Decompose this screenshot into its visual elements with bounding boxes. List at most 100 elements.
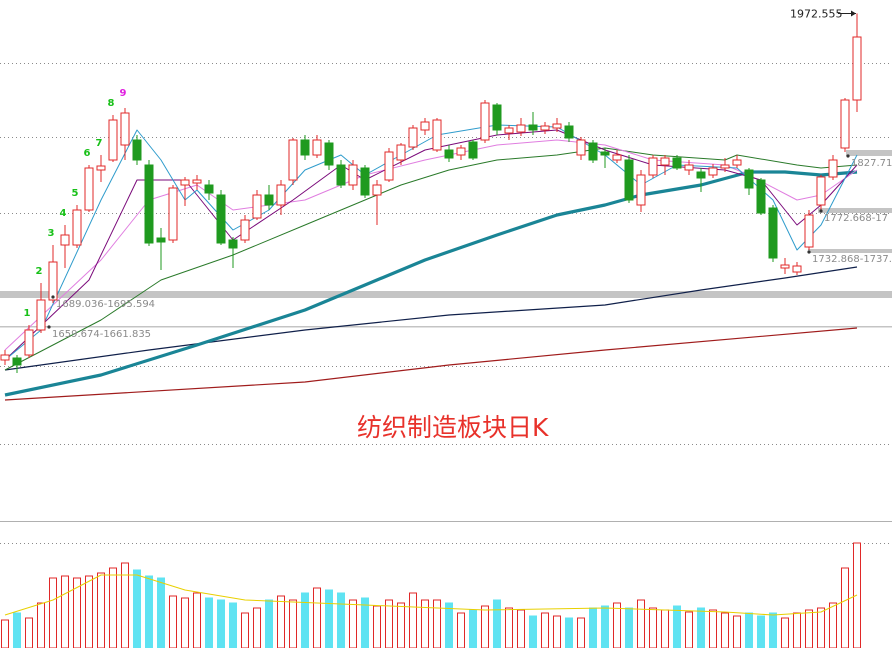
volume-bar [13, 612, 22, 648]
sequence-label: 6 [84, 148, 91, 159]
candle-body [528, 124, 538, 131]
candle-body [300, 139, 310, 156]
volume-bar [205, 597, 214, 648]
volume-bar [73, 577, 82, 648]
candle-body [636, 174, 646, 206]
candle-body [612, 154, 622, 161]
candle-body [96, 165, 106, 171]
candle-body [552, 123, 562, 129]
candle-body [48, 261, 58, 301]
volume-bar [229, 602, 238, 648]
candle-body [240, 219, 250, 241]
volume-bar [1, 619, 10, 648]
candle-body [24, 329, 34, 356]
level-band [0, 326, 892, 328]
candle-body [360, 167, 370, 196]
volume-bar [289, 599, 298, 648]
candle-body [624, 159, 634, 201]
volume-bar [840, 567, 849, 648]
moving-average-line [4, 266, 858, 371]
volume-bar [516, 609, 525, 648]
candle-body [288, 139, 298, 181]
sequence-label: 1 [24, 308, 31, 319]
volume-bar [61, 575, 70, 648]
volume-average-line [4, 574, 858, 616]
volume-bar [612, 602, 621, 648]
candle-body [492, 104, 502, 131]
max-price-arrowhead [850, 10, 856, 17]
candle-body [132, 139, 142, 161]
volume-bar [193, 592, 202, 648]
moving-average-line [4, 170, 858, 397]
candle-body [756, 179, 766, 214]
volume-bar [241, 612, 250, 648]
candle-body [696, 171, 706, 179]
sequence-label: 8 [108, 98, 115, 109]
volume-bar [732, 615, 741, 648]
candle-body [588, 142, 598, 161]
volume-bar [121, 562, 130, 648]
level-label: 1689.036-1695.594 [56, 299, 155, 310]
volume-bar [433, 599, 441, 648]
level-dot [47, 325, 51, 329]
volume-bar [421, 599, 430, 648]
candle-body [228, 239, 238, 249]
candle-body [468, 141, 478, 159]
candle-body [420, 121, 430, 131]
candle-body [120, 112, 130, 146]
candle-body [0, 354, 10, 361]
level-band [808, 249, 892, 253]
candle-body [432, 119, 442, 151]
candle-body [600, 151, 610, 156]
volume-bar [480, 605, 489, 648]
candle-body [456, 147, 466, 156]
level-label: 1732.868-1737. [812, 254, 892, 265]
candle-body [564, 125, 574, 139]
candle-body [504, 127, 514, 134]
volume-bar [768, 612, 777, 648]
candle-body [168, 187, 178, 241]
moving-average-line [4, 147, 858, 371]
volume-bar [445, 602, 453, 648]
candle-body [852, 36, 862, 101]
candle-body [804, 214, 814, 248]
volume-bar [361, 597, 370, 648]
candle-body [192, 179, 202, 184]
volume-bar [660, 609, 669, 648]
candle-body [396, 144, 406, 161]
volume-bar [325, 589, 334, 648]
volume-bar [397, 602, 406, 648]
candle-body [72, 209, 82, 246]
volume-bar [25, 617, 34, 648]
level-dot [819, 209, 823, 213]
candle-body [516, 124, 526, 133]
volume-bar [504, 607, 513, 648]
volume-bar [648, 607, 657, 648]
candle-body [780, 264, 790, 269]
candle-body [744, 169, 754, 189]
candle-body [276, 184, 286, 206]
chart-title: 纺织制造板块日K [357, 413, 549, 442]
candle-body [156, 237, 166, 243]
candle-body [708, 167, 718, 176]
candle-body [840, 99, 850, 149]
candle-body [324, 142, 334, 166]
volume-bar [720, 612, 729, 648]
volume-bar [564, 617, 573, 648]
candle-body [684, 164, 694, 171]
volume-bar [588, 607, 597, 648]
volume-bar [744, 612, 753, 648]
volume-bar [696, 607, 705, 648]
candle-body [480, 102, 490, 141]
sequence-label: 5 [72, 188, 79, 199]
candle-body [768, 207, 778, 259]
sequence-label: 4 [60, 208, 67, 219]
volume-bar [265, 599, 274, 648]
candle-body [216, 194, 226, 244]
sequence-label: 2 [36, 266, 43, 277]
volume-bar [672, 605, 681, 648]
volume-bar [313, 587, 322, 648]
level-band [0, 291, 892, 298]
volume-bar [145, 575, 154, 648]
candle-body [204, 184, 214, 194]
